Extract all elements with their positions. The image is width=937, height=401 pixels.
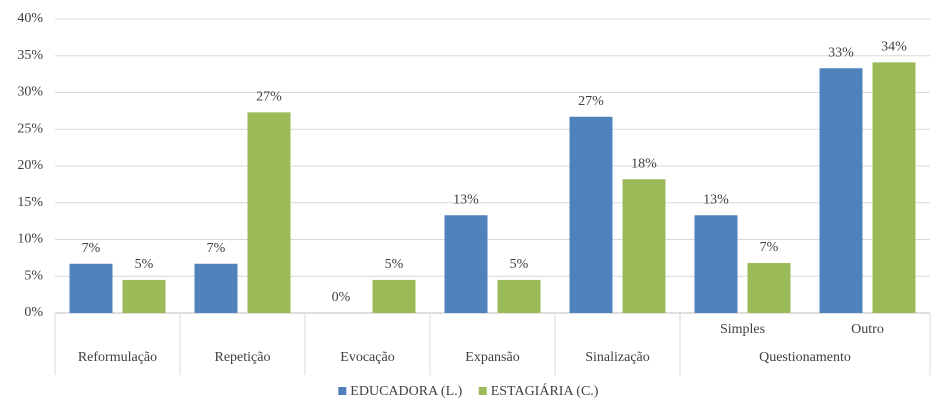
y-tick-label: 15% [17, 195, 43, 210]
bar [497, 279, 541, 313]
y-tick-label: 0% [24, 305, 43, 320]
y-tick-label: 25% [17, 121, 43, 136]
x-tick-label: Evocação [340, 350, 394, 365]
bar [694, 215, 738, 313]
data-label: 27% [256, 90, 282, 105]
x-tick-label: Repetição [215, 350, 271, 365]
bar [819, 68, 863, 314]
data-label: 7% [82, 241, 101, 256]
x-tick-label: Reformulação [78, 350, 157, 365]
x-subtick-label: Simples [720, 322, 765, 337]
data-label: 5% [510, 257, 529, 272]
bar [69, 263, 113, 313]
legend-label: ESTAGIÁRIA (C.) [491, 382, 599, 399]
data-label: 7% [760, 240, 779, 255]
x-tick-label: Sinalização [585, 350, 650, 365]
y-tick-label: 5% [24, 268, 43, 283]
data-label: 0% [332, 290, 351, 305]
data-label: 7% [207, 241, 226, 256]
bar [872, 62, 916, 313]
x-subtick-label: Outro [851, 322, 884, 337]
y-tick-label: 20% [17, 158, 43, 173]
data-label: 13% [703, 192, 729, 207]
data-label: 5% [135, 257, 154, 272]
bar [372, 279, 416, 313]
y-tick-label: 35% [17, 48, 43, 63]
data-label: 34% [881, 40, 907, 55]
legend-swatch [338, 387, 347, 395]
bar [122, 279, 166, 313]
bar [622, 179, 666, 313]
y-tick-label: 10% [17, 232, 43, 247]
data-label: 5% [385, 257, 404, 272]
x-tick-label: Expansão [465, 350, 519, 365]
legend-swatch [478, 387, 487, 395]
data-label: 27% [578, 94, 604, 109]
data-label: 13% [453, 192, 479, 207]
bar [194, 263, 238, 313]
bar [247, 112, 291, 313]
x-group-label: Questionamento [759, 350, 851, 365]
legend-label: EDUCADORA (L.) [350, 384, 462, 399]
data-label: 18% [631, 156, 657, 171]
bar [569, 116, 613, 313]
bar [444, 215, 488, 313]
data-label: 33% [828, 45, 854, 60]
y-tick-label: 40% [17, 11, 43, 26]
bar [747, 263, 791, 313]
y-tick-label: 30% [17, 85, 43, 100]
